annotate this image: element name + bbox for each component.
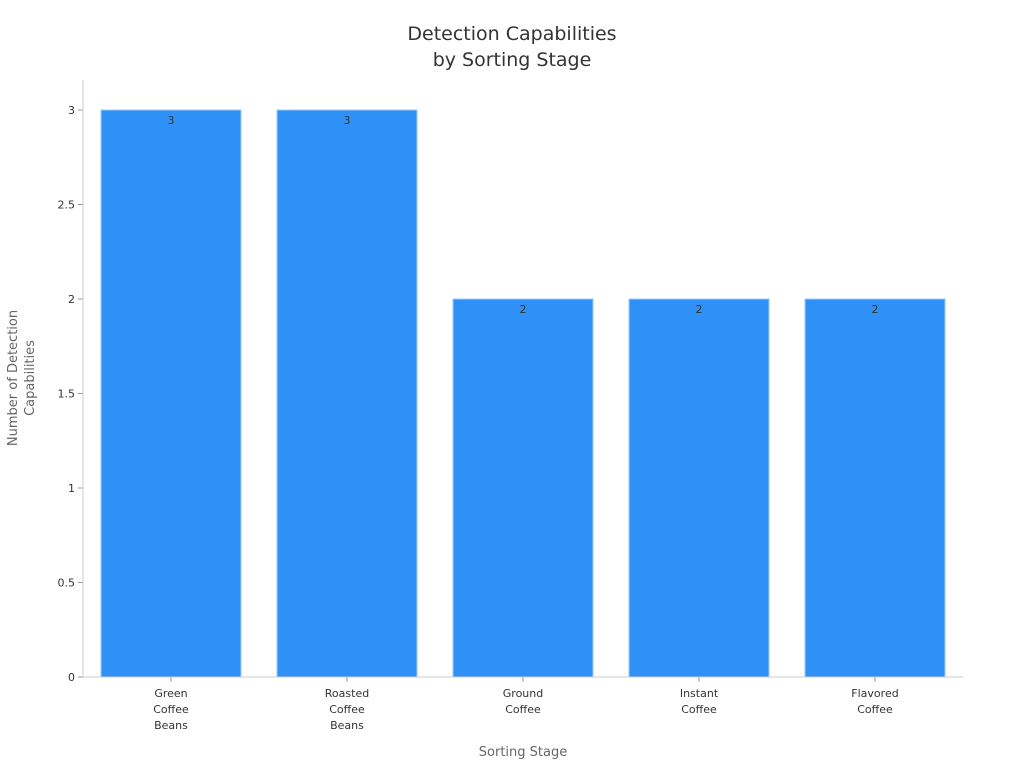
x-tick-label: Green Coffee Beans [153,687,189,732]
bar-value-label: 3 [168,114,175,127]
x-tick-label: Roasted Coffee Beans [325,687,369,732]
x-tick-label-line: Coffee [153,703,189,716]
x-tick-label-line: Roasted [325,687,369,700]
y-tick-label: 1 [68,482,75,495]
x-tick-label-line: Instant [680,687,719,700]
y-tick-label: 2.5 [58,199,76,212]
bar [804,298,946,678]
bar-value-label: 2 [872,303,879,316]
bar-value-label: 2 [696,303,703,316]
bar [276,109,418,678]
y-tick-label: 3 [68,104,75,117]
x-tick-label: Flavored Coffee [851,687,898,716]
x-tick-label: Ground Coffee [503,687,543,716]
x-tick-label-line: Ground [503,687,543,700]
y-tick-label: 2 [68,293,75,306]
x-tick-label-line: Beans [330,719,364,732]
x-axis-label: Sorting Stage [479,745,567,760]
y-axis-label-line-1: Number of Detection [6,310,21,446]
bar-value-label: 2 [520,303,527,316]
y-axis-label-line-2: Capabilities [23,340,38,416]
chart-title-line-2: by Sorting Stage [433,49,592,71]
bar [628,298,770,678]
x-tick-label-line: Coffee [857,703,893,716]
y-tick-label: 1.5 [58,388,76,401]
y-tick-label: 0 [68,671,75,684]
x-tick-label-line: Flavored [851,687,898,700]
y-tick-label: 0.5 [58,577,76,590]
bar [452,298,594,678]
x-tick-label: Instant Coffee [680,687,719,716]
x-tick-label-line: Coffee [681,703,717,716]
chart-title-line-1: Detection Capabilities [407,23,616,45]
x-tick-label-line: Beans [154,719,188,732]
x-tick-label-line: Coffee [329,703,365,716]
x-tick-label-line: Green [154,687,187,700]
bar [100,109,242,678]
x-tick-label-line: Coffee [505,703,541,716]
bar-value-label: 3 [344,114,351,127]
